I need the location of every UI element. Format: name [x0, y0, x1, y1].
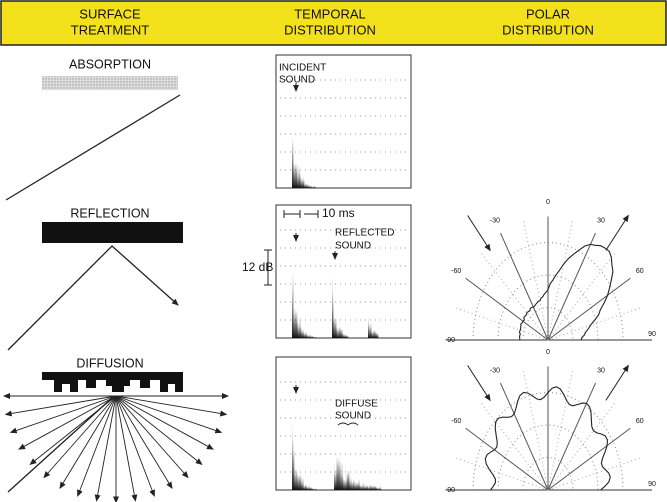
incident-ray	[5, 94, 181, 201]
header-band	[0, 0, 667, 46]
polar-grid	[547, 307, 640, 341]
diffuse-ray	[94, 395, 117, 502]
polar-grid	[547, 370, 574, 491]
diffuse-ray	[9, 395, 117, 434]
polar-label: -90	[445, 487, 455, 494]
polar-grid	[456, 457, 549, 491]
polar-grid	[522, 220, 549, 341]
row-label: ABSORPTION	[69, 57, 151, 71]
polar-grid	[547, 220, 574, 341]
polar-label: 90	[648, 481, 656, 488]
header-text: SURFACE	[79, 6, 141, 21]
diffuse-ray	[29, 395, 117, 466]
polar-response	[484, 386, 611, 491]
header-text: TREATMENT	[71, 22, 150, 37]
arrow	[605, 214, 629, 251]
temporal-label: REFLECTED	[335, 228, 394, 239]
bracket	[337, 422, 359, 426]
diffuse-ray	[115, 395, 223, 434]
polar-label: 60	[636, 418, 644, 425]
impulse	[334, 455, 382, 490]
impulse	[368, 316, 379, 338]
polar-grid	[480, 402, 549, 491]
header-text: TEMPORAL	[294, 6, 366, 21]
header-text: POLAR	[526, 6, 570, 21]
polar-grid	[480, 252, 549, 341]
polar-radial	[547, 427, 631, 491]
row-label: REFLECTION	[70, 206, 149, 220]
polar-label: 30	[597, 218, 605, 225]
diffuse-ray	[18, 395, 117, 450]
impulse	[332, 277, 349, 338]
polar-label: -30	[490, 368, 500, 375]
diffuser	[42, 372, 183, 392]
polar-label: -60	[451, 418, 461, 425]
polar-radial	[500, 382, 549, 491]
temporal-label: DIFFUSE	[335, 399, 378, 410]
level-scale: 12 dB	[242, 260, 273, 274]
impulse	[292, 272, 317, 338]
impulse	[292, 423, 317, 490]
polar-label: 0	[546, 199, 550, 206]
level-scale-marker	[264, 249, 272, 286]
diffuse-ray	[115, 395, 203, 466]
polar-response	[518, 243, 614, 341]
header-text: DISTRIBUTION	[502, 22, 594, 37]
temporal-label: SOUND	[279, 75, 315, 86]
polar-grid	[547, 252, 616, 341]
polar-label: 0	[546, 349, 550, 356]
polar-radial	[465, 427, 549, 491]
diffuse-ray	[115, 395, 214, 450]
temporal-label: SOUND	[335, 241, 371, 252]
diffuse-ray	[59, 395, 117, 489]
arrow	[605, 364, 629, 401]
polar-radial	[547, 277, 631, 341]
time-scale: 10 ms	[322, 206, 355, 220]
polar-label: 30	[597, 368, 605, 375]
temporal-label: SOUND	[335, 411, 371, 422]
impulse	[292, 134, 317, 188]
reflector	[42, 222, 183, 243]
reflected-ray	[7, 245, 179, 351]
polar-radial	[547, 232, 596, 341]
diffuse-ray	[115, 395, 228, 417]
polar-label: -60	[451, 268, 461, 275]
polar-grid	[456, 307, 549, 341]
polar-grid	[547, 457, 640, 491]
incident-ray	[7, 397, 113, 493]
polar-grid	[547, 402, 616, 491]
diffuse-ray	[43, 395, 117, 479]
temporal-panel	[275, 54, 412, 189]
absorber	[42, 76, 178, 90]
diffuse-ray	[4, 395, 117, 417]
diffuse-ray	[115, 395, 155, 497]
diffuse-ray	[115, 395, 189, 479]
polar-grid	[522, 370, 549, 491]
polar-label: -30	[490, 218, 500, 225]
arrow	[467, 215, 491, 252]
diffuse-ray	[115, 395, 173, 489]
row-label: DIFFUSION	[76, 356, 143, 370]
arrow	[467, 365, 491, 402]
temporal-label: INCIDENT	[279, 63, 326, 74]
polar-radial	[547, 382, 596, 491]
time-scale-marker	[283, 210, 319, 218]
polar-label: 90	[648, 331, 656, 338]
polar-radial	[465, 277, 549, 341]
header-text: DISTRIBUTION	[284, 22, 376, 37]
diffuse-ray	[77, 395, 117, 497]
polar-radial	[500, 232, 549, 341]
temporal-panel	[275, 204, 412, 339]
diffuse-ray	[115, 395, 138, 502]
polar-label: 60	[636, 268, 644, 275]
polar-label: -90	[445, 337, 455, 344]
